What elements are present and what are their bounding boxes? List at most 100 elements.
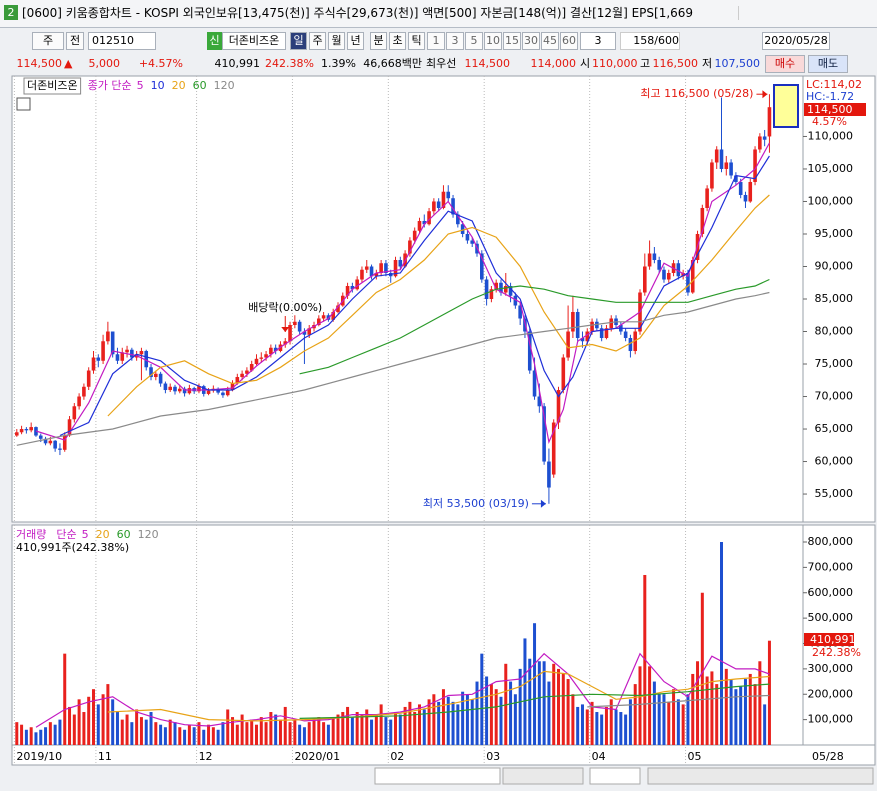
- interval-button[interactable]: 45: [541, 32, 559, 50]
- annotation: 최저 53,500 (03/19): [423, 497, 529, 510]
- scroll-buttons[interactable]: [502, 767, 584, 785]
- last-pct: 4.57%: [812, 115, 847, 128]
- volume-bar: [326, 724, 330, 745]
- interval-button[interactable]: 60: [560, 32, 578, 50]
- ma-line: [299, 278, 770, 375]
- y-tick-label: 90,000: [815, 259, 854, 272]
- candle-body: [436, 201, 441, 208]
- y-tick-label: 300,000: [808, 662, 854, 675]
- candle-body: [384, 263, 388, 273]
- candle-body: [532, 370, 537, 397]
- grid-icon[interactable]: [16, 97, 31, 111]
- period-button[interactable]: 월: [328, 32, 345, 50]
- period-button[interactable]: 년: [347, 32, 364, 50]
- code-input[interactable]: 012510: [88, 32, 156, 50]
- volume-bar: [638, 666, 642, 745]
- volume-bar: [432, 694, 436, 745]
- y-tick-label: 100,000: [808, 713, 854, 726]
- period-button[interactable]: 틱: [408, 32, 425, 50]
- candle-body: [762, 136, 767, 140]
- price-pane: [11, 75, 804, 523]
- legend-title: 더존비즈온: [27, 79, 78, 92]
- interval-button[interactable]: 10: [484, 32, 502, 50]
- market-select[interactable]: 주: [32, 32, 64, 50]
- candle-body: [412, 230, 417, 241]
- volume-bar: [537, 661, 541, 745]
- candle-body: [48, 440, 53, 444]
- period-button[interactable]: 주: [309, 32, 326, 50]
- period-button[interactable]: 분: [370, 32, 387, 50]
- volume-bar: [197, 722, 201, 745]
- buy-button[interactable]: 매수: [765, 55, 805, 73]
- y-tick-label: 105,000: [808, 162, 854, 175]
- sell-button[interactable]: 매도: [808, 55, 848, 73]
- volume-bar: [681, 704, 685, 745]
- interval-button[interactable]: 30: [522, 32, 540, 50]
- volume-bar: [456, 704, 460, 745]
- interval-button[interactable]: 3: [446, 32, 464, 50]
- legend-box: [23, 77, 82, 95]
- candle-body: [101, 341, 105, 361]
- candle-body: [724, 162, 729, 169]
- window-buttons[interactable]: [738, 6, 871, 20]
- candle-body: [168, 386, 172, 391]
- title-bar: [0, 0, 877, 28]
- candle-body: [197, 386, 201, 392]
- scrollbar[interactable]: [374, 767, 501, 785]
- candle-body: [14, 432, 19, 436]
- candle-body: [690, 259, 695, 293]
- volume-bar: [513, 694, 517, 745]
- candle-body: [604, 328, 609, 339]
- volume-bar: [590, 701, 594, 745]
- all-button[interactable]: 전: [66, 32, 84, 50]
- candle-body: [283, 341, 288, 345]
- x-tick-label: 04: [592, 750, 606, 763]
- volume-bar: [552, 663, 556, 745]
- candle-body: [173, 386, 177, 392]
- legend-title: 거래량: [16, 528, 46, 541]
- volume-bar: [710, 671, 714, 745]
- volume-summary: 410,991주(242.38%): [16, 541, 129, 554]
- period-button[interactable]: 초: [389, 32, 406, 50]
- volume-bar: [106, 684, 110, 745]
- candle-body: [585, 331, 590, 342]
- period-button[interactable]: 일: [290, 32, 307, 50]
- volume-bar: [604, 706, 608, 745]
- change: 5,000: [88, 57, 121, 70]
- candle-body: [67, 419, 72, 436]
- ma-line: [35, 652, 770, 728]
- candle-body: [182, 388, 187, 394]
- legend-entry: 60: [193, 79, 207, 92]
- volume-bar: [422, 709, 426, 745]
- candle-body: [230, 383, 235, 391]
- new-badge[interactable]: 신: [207, 32, 222, 50]
- candle-body: [551, 422, 556, 475]
- change-pct: +4.57%: [138, 57, 183, 70]
- date-input[interactable]: 2020/05/28: [762, 32, 830, 50]
- candle-body: [393, 259, 398, 277]
- interval-button[interactable]: 5: [465, 32, 483, 50]
- legend-entry: 5: [137, 79, 144, 92]
- candle-body: [513, 295, 518, 306]
- candle-body: [422, 220, 427, 225]
- candle-body: [206, 390, 211, 394]
- count-input[interactable]: 3: [580, 32, 616, 50]
- candle-body: [508, 285, 513, 296]
- volume-bar: [489, 684, 493, 745]
- stock-name[interactable]: 더존비즈온: [222, 32, 286, 50]
- volume-bar: [465, 694, 469, 745]
- volume-bar: [211, 727, 215, 745]
- y-tick-label: 800,000: [808, 535, 854, 548]
- zoom-slider[interactable]: [589, 767, 641, 785]
- interval-button[interactable]: 1: [427, 32, 445, 50]
- candle-body: [82, 386, 86, 397]
- volume-bar: [20, 724, 24, 745]
- interval-button[interactable]: 15: [503, 32, 521, 50]
- candle-body: [518, 305, 522, 319]
- volume-bar: [139, 717, 143, 745]
- tool-buttons[interactable]: [647, 767, 874, 785]
- candle-body: [666, 272, 671, 280]
- volume-bar: [63, 653, 67, 745]
- volume-bar: [624, 714, 628, 745]
- candle-body: [623, 331, 628, 339]
